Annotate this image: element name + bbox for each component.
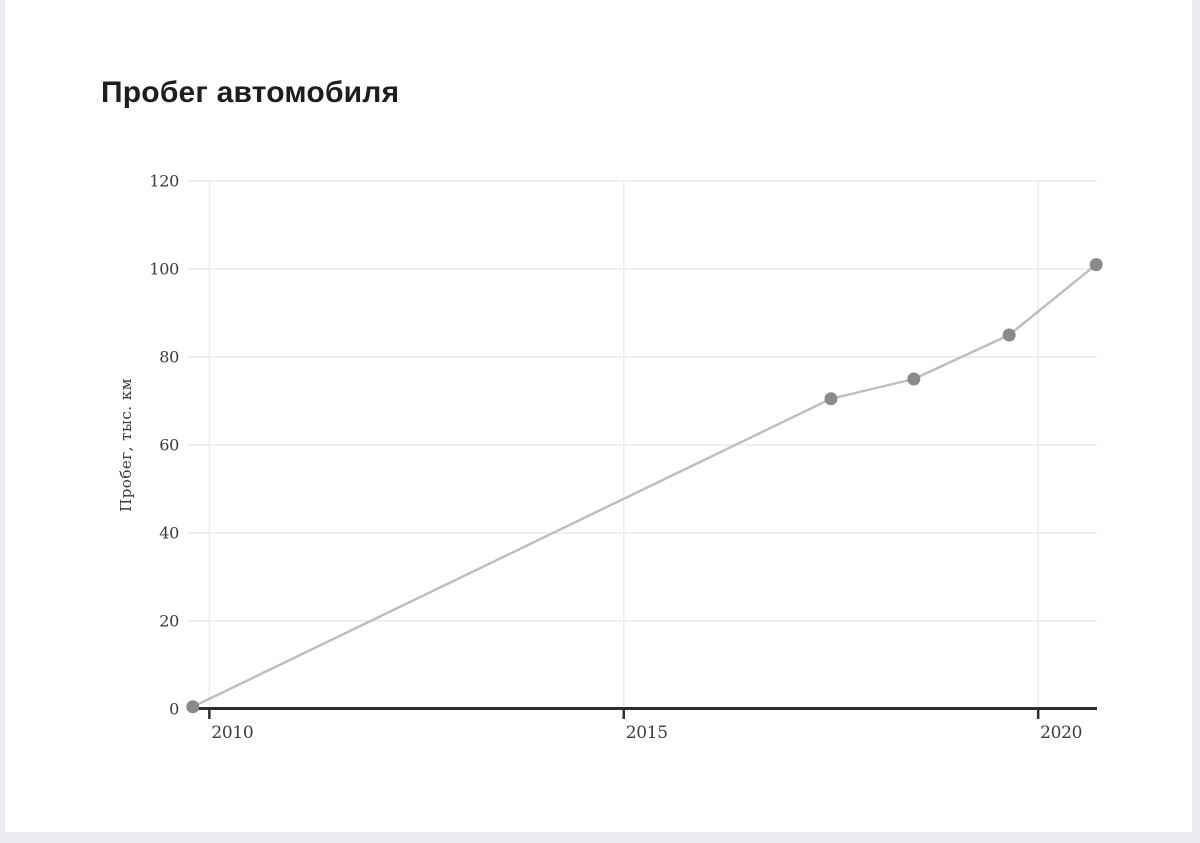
data-point	[824, 392, 838, 406]
x-tick-label: 2015	[626, 723, 668, 743]
document-page: Пробег автомобиля	[5, 0, 1192, 832]
data-point	[186, 700, 200, 714]
y-tick-label: 20	[159, 612, 179, 631]
y-tick-label: 100	[149, 260, 179, 279]
y-axis-title: Пробег, тыс. км	[117, 378, 135, 512]
x-tick-label: 2010	[211, 723, 253, 743]
y-tick-label: 80	[159, 348, 179, 367]
chart-title: Пробег автомобиля	[101, 76, 400, 109]
y-tick-label: 0	[169, 700, 179, 719]
mileage-line	[191, 263, 1098, 708]
x-tick-label: 2020	[1040, 723, 1082, 743]
y-tick-label: 120	[149, 172, 179, 191]
y-tick-label: 60	[159, 436, 179, 455]
data-point	[1089, 258, 1103, 272]
y-tick-label: 40	[159, 524, 179, 543]
data-point	[907, 372, 921, 386]
data-point	[1002, 328, 1016, 342]
